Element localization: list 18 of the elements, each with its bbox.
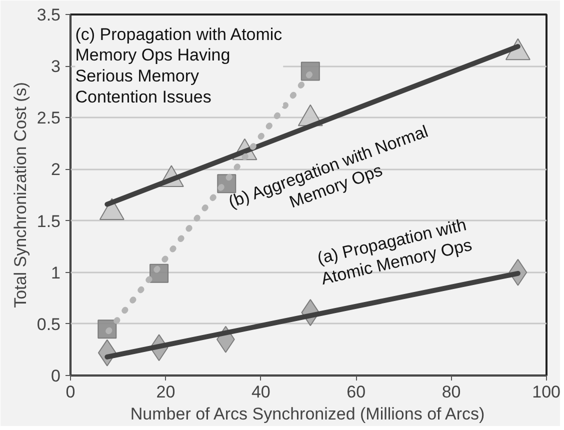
y-axis-title: Total Synchronization Cost (s) [10,82,30,308]
y-tick-label: 3 [51,57,61,76]
x-tick-label: 60 [346,382,366,402]
x-tick-label: 40 [251,382,270,402]
x-tick-label: 80 [442,382,461,402]
y-tick-label: 2.5 [36,108,61,128]
annotation: (a) Propagation with Atomic Memory Ops [316,215,474,288]
x-tick-label: 100 [532,382,561,402]
y-tick-label: 1 [51,263,61,282]
annotation: (c) Propagation with Atomic Memory Ops Having Serious Memory Contention Issues [75,24,283,107]
y-tick-label: 0 [51,366,61,386]
x-tick-label: 0 [66,382,76,402]
x-axis-title: Number of Arcs Synchronized (Millions of Arcs) [130,404,485,424]
y-tick-label: 2 [51,160,61,180]
y-tick-label: 3.5 [36,6,61,24]
y-tick-label: 1.5 [36,212,61,231]
x-tick-label: 20 [156,382,176,402]
y-tick-label: 0.5 [36,314,61,334]
